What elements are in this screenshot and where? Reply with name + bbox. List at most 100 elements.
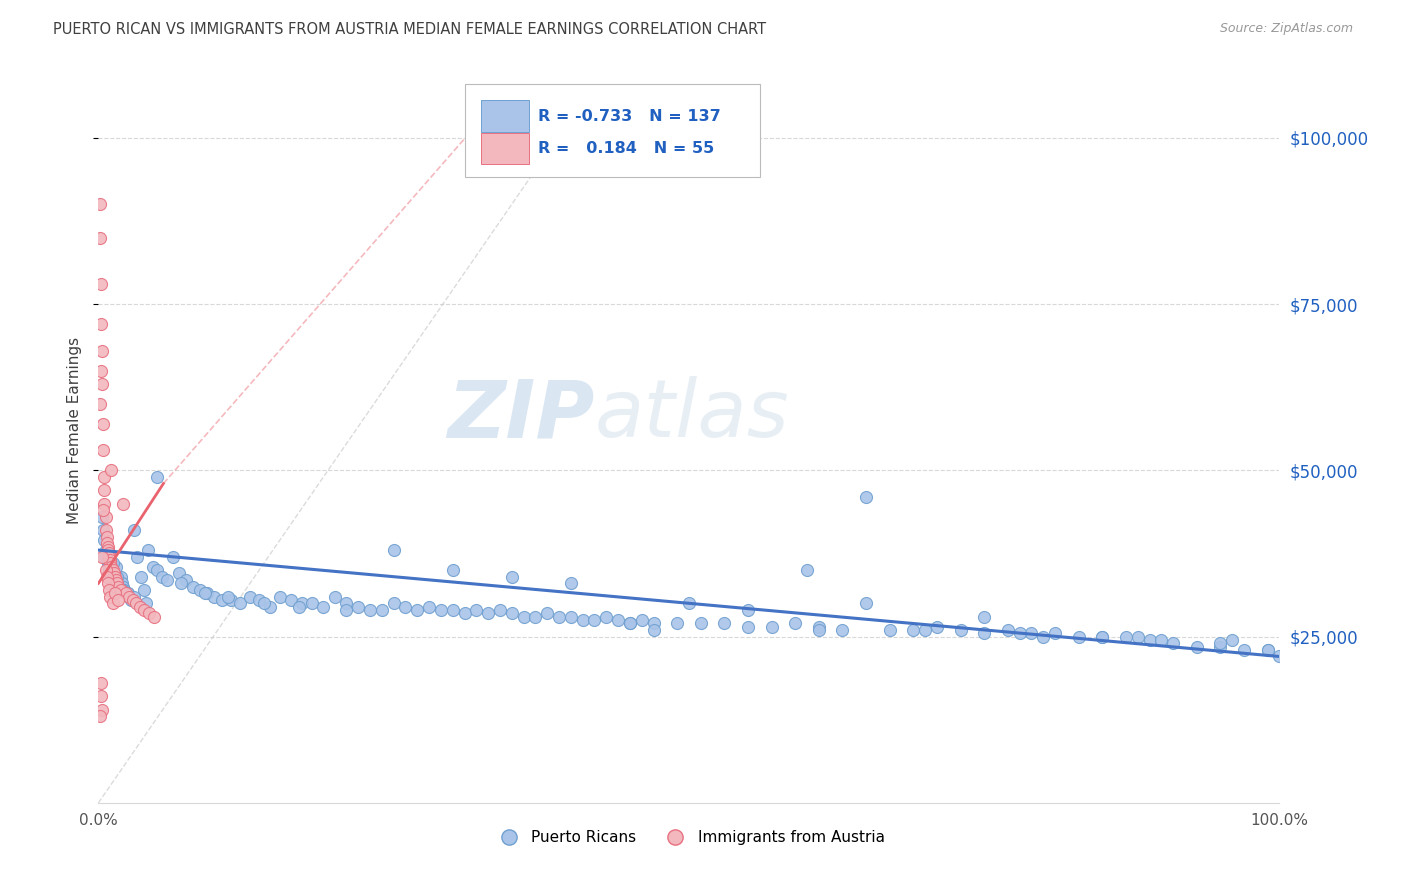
Point [134,582,156,597]
Point [855,490,877,504]
Point [219,593,242,607]
Point [96,570,118,584]
Point [807,623,830,637]
Point [465,603,488,617]
Point [105,573,128,587]
Point [135,596,157,610]
Point [118,590,141,604]
Point [96,549,118,564]
Point [831,623,853,637]
Point [925,619,948,633]
Point [1091,630,1114,644]
Point [91,443,114,458]
Point [1268,649,1291,664]
Point [122,590,145,604]
Point [170,576,193,591]
Point [146,563,169,577]
Point [105,573,128,587]
Point [91,417,114,431]
Point [288,599,311,614]
Point [1257,643,1279,657]
Point [536,607,558,621]
Point [89,397,111,411]
Legend: Puerto Ricans, Immigrants from Austria: Puerto Ricans, Immigrants from Austria [486,824,891,851]
Point [501,607,523,621]
Point [93,470,115,484]
Text: Source: ZipAtlas.com: Source: ZipAtlas.com [1219,22,1353,36]
Point [125,596,148,610]
Point [359,603,381,617]
Point [1021,626,1043,640]
Point [253,596,276,610]
Point [583,613,606,627]
Point [98,582,121,597]
Point [93,497,115,511]
Point [97,543,120,558]
FancyBboxPatch shape [481,133,530,164]
Point [666,616,689,631]
Point [188,582,211,597]
Point [101,563,124,577]
Point [104,570,127,584]
Point [382,543,405,558]
Point [335,603,357,617]
Point [94,563,117,577]
Point [91,549,114,564]
Point [418,599,440,614]
FancyBboxPatch shape [464,84,759,178]
Point [103,576,125,591]
Point [382,596,405,610]
Point [269,590,291,604]
Point [406,603,429,617]
Point [89,197,111,211]
Point [162,549,184,564]
Point [98,546,121,560]
Point [90,317,112,331]
Point [93,549,115,564]
FancyBboxPatch shape [481,101,530,132]
Point [211,593,233,607]
Point [97,540,120,554]
Point [127,549,149,564]
Point [90,676,112,690]
Point [134,603,156,617]
Point [394,599,416,614]
Point [121,593,143,607]
Point [105,570,128,584]
Text: ZIP: ZIP [447,376,595,455]
Point [110,570,132,584]
Point [101,557,124,571]
Point [630,613,652,627]
Point [1115,630,1137,644]
Point [202,590,225,604]
Text: R =   0.184   N = 55: R = 0.184 N = 55 [537,141,714,156]
Point [156,573,179,587]
Point [91,376,114,391]
Point [713,616,735,631]
Text: PUERTO RICAN VS IMMIGRANTS FROM AUSTRIA MEDIAN FEMALE EARNINGS CORRELATION CHART: PUERTO RICAN VS IMMIGRANTS FROM AUSTRIA … [53,22,766,37]
Point [689,616,711,631]
Point [96,530,118,544]
Point [371,603,394,617]
Point [477,607,499,621]
Point [290,596,312,610]
Point [1008,626,1031,640]
Point [98,549,121,564]
Point [93,533,115,548]
Point [619,616,641,631]
Point [239,590,262,604]
Point [142,559,165,574]
Point [678,596,700,610]
Point [1185,640,1208,654]
Point [121,593,143,607]
Point [91,523,114,537]
Point [114,586,136,600]
Point [259,599,281,614]
Point [138,607,160,621]
Point [195,586,218,600]
Point [105,559,128,574]
Text: atlas: atlas [595,376,789,455]
Point [98,557,121,571]
Point [117,586,139,600]
Point [91,503,114,517]
